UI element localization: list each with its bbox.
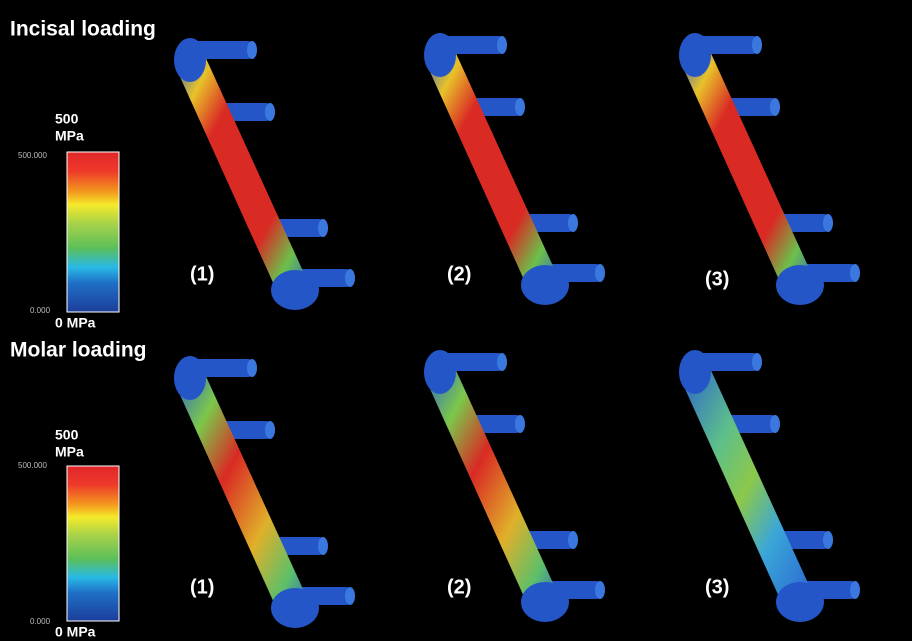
implant-pin-end <box>265 421 275 439</box>
implant-pin-end <box>752 36 762 54</box>
implant-pin-end <box>345 587 355 605</box>
implant-pin-end <box>265 103 275 121</box>
implant-pin-end <box>770 415 780 433</box>
implant-pin-end <box>247 359 257 377</box>
implant-head <box>679 33 711 77</box>
implant-body <box>681 366 813 610</box>
legend-tick: 0.000 <box>30 617 51 626</box>
implant-body <box>176 54 308 298</box>
implant-pin-end <box>823 214 833 232</box>
color-bar <box>67 152 119 312</box>
implant-pin-end <box>515 415 525 433</box>
figure: Incisal loading 500 MPa 500.000 0.000 0 … <box>0 0 912 641</box>
implant-head <box>521 582 569 622</box>
panel-title: Incisal loading <box>10 18 156 41</box>
implant-body <box>681 49 813 293</box>
implant-body <box>426 366 558 610</box>
implant-head <box>424 350 456 394</box>
implant-pin-end <box>318 537 328 555</box>
implant-pin-end <box>497 36 507 54</box>
case-label: (1) <box>190 263 214 285</box>
implant-pin-end <box>850 581 860 599</box>
implant-pin-end <box>568 214 578 232</box>
implants <box>174 33 860 628</box>
case-label: (3) <box>705 576 729 598</box>
implant-pin-end <box>497 353 507 371</box>
case-label: (2) <box>447 576 471 598</box>
implant-pin-end <box>595 264 605 282</box>
panel-title: Molar loading <box>10 339 147 362</box>
implant-head <box>271 270 319 310</box>
legend-min: 0 MPa <box>55 315 96 331</box>
implant-head <box>424 33 456 77</box>
implant-pin-end <box>595 581 605 599</box>
implant-pin-end <box>515 98 525 116</box>
implant-pin-end <box>568 531 578 549</box>
legend-tick: 0.000 <box>30 306 51 315</box>
legend-tick: 500.000 <box>18 461 47 470</box>
implant-pin-end <box>318 219 328 237</box>
implant-head <box>174 38 206 82</box>
implant-head <box>679 350 711 394</box>
implant-head <box>776 265 824 305</box>
case-label: (1) <box>190 576 214 598</box>
color-bar <box>67 466 119 621</box>
implant-head <box>776 582 824 622</box>
legend-max: 500 <box>55 111 79 127</box>
implant-head <box>521 265 569 305</box>
implant-pin-end <box>850 264 860 282</box>
case-label: (2) <box>447 263 471 285</box>
legend-unit: MPa <box>55 444 84 460</box>
legend-unit: MPa <box>55 128 84 144</box>
case-label: (3) <box>705 268 729 290</box>
legend-tick: 500.000 <box>18 151 47 160</box>
implant-pin-end <box>823 531 833 549</box>
implant-pin-end <box>345 269 355 287</box>
implant-pin-end <box>770 98 780 116</box>
implant-head <box>174 356 206 400</box>
implant-pin-end <box>752 353 762 371</box>
legend-min: 0 MPa <box>55 624 96 640</box>
implant-pin-end <box>247 41 257 59</box>
implant-body <box>426 49 558 293</box>
legend-max: 500 <box>55 427 79 443</box>
implant-head <box>271 588 319 628</box>
